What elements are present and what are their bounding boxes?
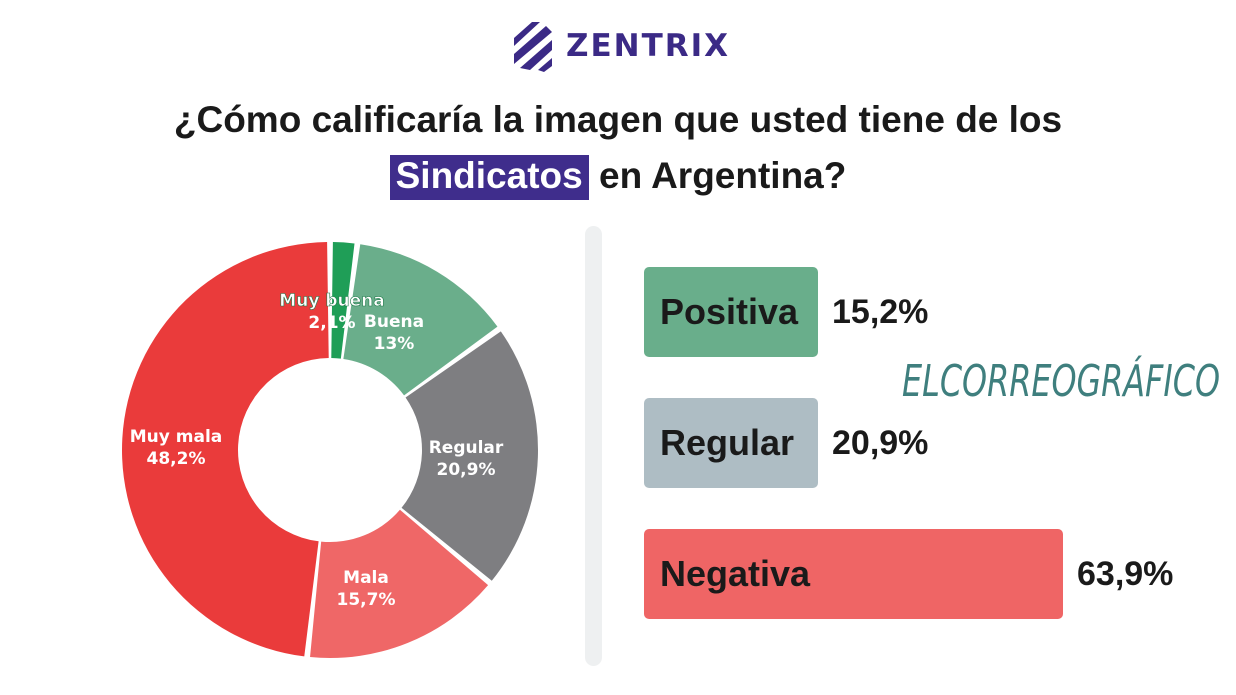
donut-label-muy-mala: Muy mala	[130, 427, 223, 447]
title-highlight: Sindicatos	[389, 155, 589, 200]
divider	[585, 226, 602, 666]
brand-name: ZENTRIX	[566, 28, 731, 64]
bar-label-negativa: Negativa	[660, 553, 811, 594]
donut-label-mala: Mala	[343, 568, 389, 588]
donut-label-buena: Buena	[364, 312, 424, 332]
bar-value-negativa: 63,9%	[1077, 555, 1174, 593]
donut-slice-buena	[343, 244, 498, 396]
title-line-2: Sindicatos en Argentina?	[0, 148, 1236, 204]
donut-label-regular: Regular	[429, 438, 504, 458]
page-title: ¿Cómo calificaría la imagen que usted ti…	[0, 92, 1236, 204]
donut-label-muy-buena: Muy buena	[279, 291, 384, 311]
bar-positiva: Positiva	[644, 267, 818, 357]
donut-value-muy-buena: 2,1%	[308, 313, 355, 333]
watermark: ELCORREOGRÁFICO	[902, 354, 1220, 407]
bar-negativa: Negativa	[644, 529, 1063, 619]
zentrix-stripes-icon	[514, 22, 552, 72]
bar-value-regular: 20,9%	[832, 424, 929, 462]
donut-value-buena: 13%	[374, 334, 415, 354]
donut-value-muy-mala: 48,2%	[147, 449, 206, 469]
watermark-text: ELCORREOGRÁFICO	[902, 354, 1220, 407]
donut-slice-muy-mala	[121, 242, 329, 657]
bar-regular: Regular	[644, 398, 818, 488]
donut-slice-mala	[310, 509, 489, 658]
donut-value-mala: 15,7%	[337, 590, 396, 610]
bar-label-positiva: Positiva	[660, 291, 799, 332]
donut-slice-muy-buena	[331, 242, 355, 359]
bar-label-regular: Regular	[660, 422, 795, 463]
donut-value-regular: 20,9%	[437, 460, 496, 480]
title-line-1: ¿Cómo calificaría la imagen que usted ti…	[173, 99, 1063, 140]
title-line-2-rest: en Argentina?	[599, 155, 847, 196]
donut-slice-regular	[401, 331, 538, 581]
bar-value-positiva: 15,2%	[832, 293, 929, 331]
brand-logo: ZENTRIX	[510, 18, 730, 74]
